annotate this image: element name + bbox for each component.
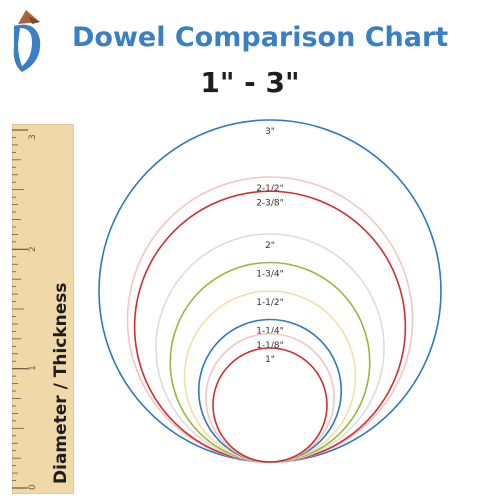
ruler-axis-label: Diameter / Thickness bbox=[51, 282, 71, 484]
ruler-number-0: 0 bbox=[28, 484, 38, 490]
ruler: 3 2 1 0 Diameter / Thickness bbox=[12, 124, 74, 494]
dowel-size-label: 2-3/8" bbox=[256, 198, 284, 208]
dowel-size-label: 3" bbox=[265, 127, 275, 137]
ruler-number-2: 2 bbox=[28, 246, 38, 252]
page-title: Dowel Comparison Chart bbox=[72, 22, 449, 53]
dowel-size-label: 1-1/4" bbox=[256, 327, 284, 337]
dowel-size-label: 1-1/2" bbox=[256, 298, 284, 308]
dowel-circle bbox=[212, 347, 328, 463]
dowel-size-label: 1-3/4" bbox=[256, 270, 284, 280]
dowel-size-label: 2-1/2" bbox=[256, 184, 284, 194]
dowel-size-label: 1" bbox=[265, 355, 275, 365]
ruler-number-3: 3 bbox=[28, 134, 38, 140]
ruler-number-1: 1 bbox=[28, 365, 38, 371]
bird-logo-icon bbox=[13, 10, 41, 72]
dowel-circle bbox=[205, 332, 335, 463]
dowel-size-label: 1-1/8" bbox=[256, 341, 284, 351]
ruler-ticks bbox=[12, 129, 28, 489]
dowel-size-label: 2" bbox=[265, 241, 275, 251]
size-range-subtitle: 1" - 3" bbox=[200, 66, 300, 99]
